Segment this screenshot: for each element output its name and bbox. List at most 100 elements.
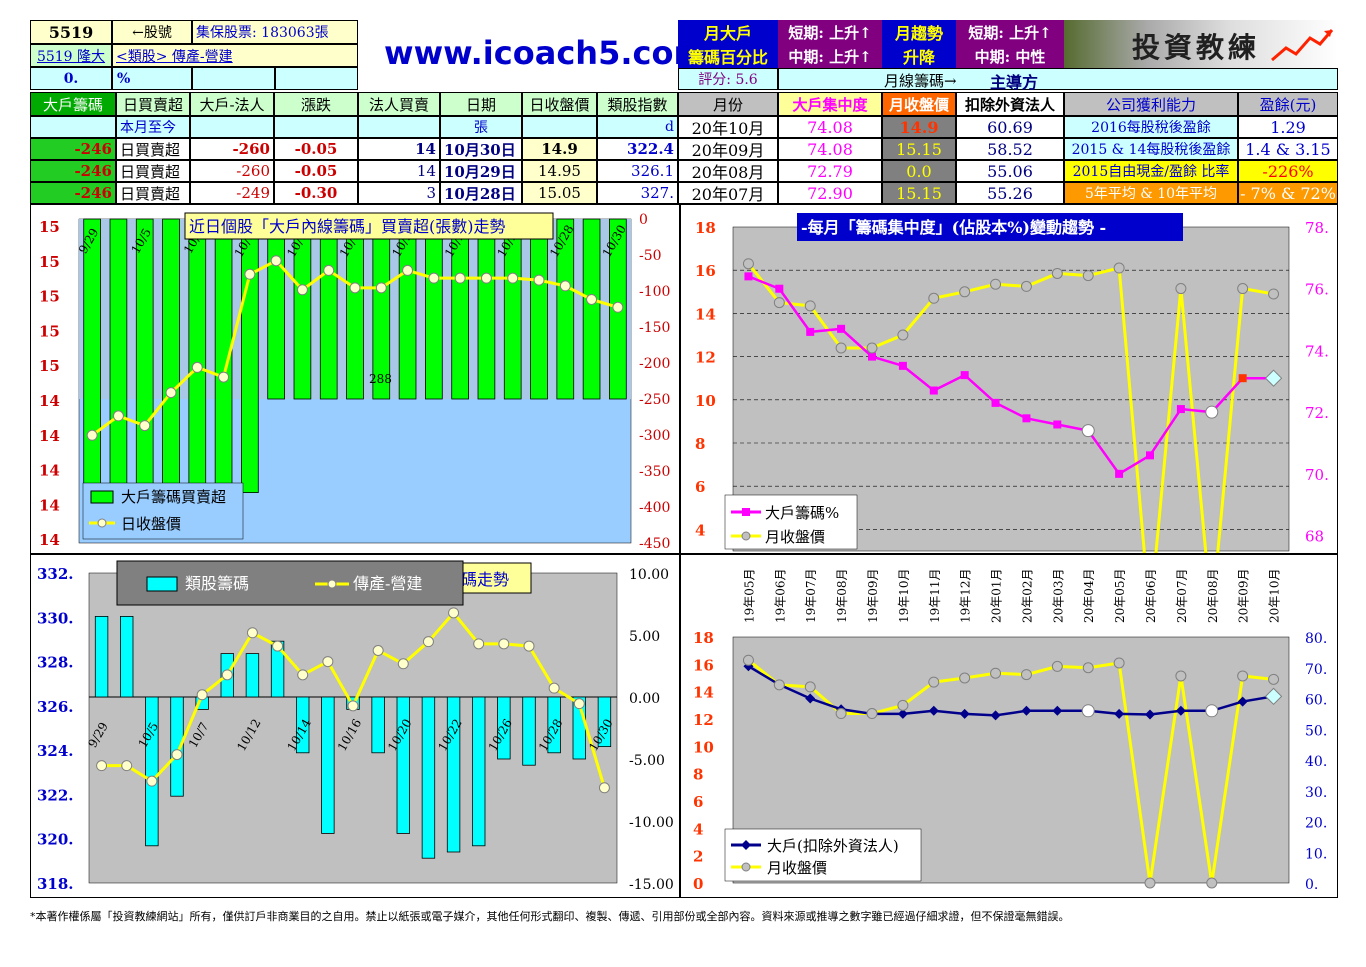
chart3-bar <box>145 696 159 847</box>
chart2-left-tick: 12 <box>695 349 716 367</box>
chart4-left-tick: 16 <box>693 656 714 674</box>
chart2-left-tick: 8 <box>695 435 705 453</box>
chart1-right-tick: -450 <box>639 536 670 552</box>
chart3-right-tick: 0.00 <box>629 691 660 707</box>
chart1-price-point <box>323 264 335 276</box>
chart2-panel: 18 16 14 12 10 8 6 4 78. 76. 74. 72. 70. 68 -每月「籌碼集中度」… <box>680 204 1338 554</box>
chart4-price-point <box>1113 657 1125 669</box>
chart4-month-label: 19年05月 <box>742 568 756 623</box>
chart2-legend-b-label: 月收盤價 <box>765 528 825 546</box>
stock-code-label: ←股號 <box>112 20 192 44</box>
left-row-1-cell-7: 326.1 <box>597 160 678 182</box>
left-header-6: 日收盤價 <box>522 92 597 116</box>
month-big-holder: 月大戶 <box>678 20 778 44</box>
chart2-price-point <box>1082 270 1094 282</box>
chart4-right-tick: 40. <box>1305 754 1327 770</box>
chart4-highlight-point <box>1081 704 1095 718</box>
left-header-2: 大戶-法人 <box>190 92 274 116</box>
chart1-price-point <box>244 268 256 280</box>
chart2-price-point <box>866 342 878 354</box>
right-row-1-cell-4: 2015 & 14每股稅後盈餘 <box>1064 138 1238 160</box>
chart2-price-point <box>742 258 754 270</box>
chart4-left-tick: 14 <box>693 684 714 702</box>
chart2-holder-point <box>775 284 784 293</box>
right-row-1-cell-0: 20年09月 <box>678 138 778 160</box>
chart4-holder-point <box>990 710 1001 721</box>
chart1-legend-line-point <box>97 518 107 528</box>
chart4-month-label: 20年09月 <box>1237 568 1251 623</box>
chart4-month-label: 20年08月 <box>1206 568 1220 623</box>
left-row-0-cell-4: 14 <box>358 138 440 160</box>
chart1-bar <box>241 218 259 494</box>
chart4-price-point <box>742 654 754 666</box>
chart1-right-tick: -150 <box>639 320 670 336</box>
chart1-price-point <box>402 264 414 276</box>
chart4-legend-box <box>724 828 922 882</box>
left-row-1-cell-1: 日買賣超 <box>116 160 190 182</box>
sector-label[interactable]: <類股> 傳產-營建 <box>112 44 358 67</box>
chart1-title: 近日個股「大戶內線籌碼」買賣超(張數)走勢 <box>189 217 506 236</box>
chip-pct-label: 籌碼百分比 <box>678 44 778 68</box>
chart4-holder-point <box>1114 708 1125 719</box>
chart3-index-point <box>297 669 309 681</box>
chart2-left-tick: 10 <box>695 392 716 410</box>
chart1-right-tick: -100 <box>639 284 670 300</box>
chart4-last-point <box>1264 687 1283 706</box>
chart2-holder-point <box>1176 405 1185 414</box>
right-row-3-cell-4: 5年平均 & 10年平均 <box>1064 182 1238 204</box>
chart2-price-point <box>990 278 1002 290</box>
chart1-bar <box>188 218 207 494</box>
chart1-price-point <box>375 282 387 294</box>
chart3-bar <box>94 616 109 698</box>
chart4-left-tick: 10 <box>693 738 714 756</box>
chart4-right-tick: 80. <box>1305 631 1327 647</box>
chart4-month-label: 19年09月 <box>866 568 880 623</box>
chart2-holder-point <box>1238 374 1247 383</box>
stock-name[interactable]: 5519 隆大 <box>30 44 112 67</box>
chart2-right-tick: 72. <box>1305 404 1329 422</box>
chart4-month-label: 20年03月 <box>1051 568 1065 623</box>
left-subheader-5: 張 <box>440 116 522 138</box>
chart3-bar <box>396 696 410 834</box>
chart2-right-tick: 78. <box>1305 219 1329 237</box>
chart3-title: 碼走勢 <box>461 570 509 589</box>
chart3-legend-bar-label: 類股籌碼 <box>185 574 249 593</box>
chart1-title-box <box>184 212 554 240</box>
chart2-price-point <box>1175 283 1187 295</box>
left-row-2-cell-3: -0.30 <box>274 182 358 204</box>
chart3-title-box <box>454 562 532 594</box>
chart4-price-point <box>1237 670 1249 682</box>
chart1-left-tick: 15 <box>39 253 60 271</box>
left-row-2-cell-0: -246 <box>30 182 116 204</box>
chart1-right-tick: -300 <box>639 428 670 444</box>
chart1-bar <box>162 218 180 494</box>
left-row-0-cell-1: 日買賣超 <box>116 138 190 160</box>
right-header-0: 月份 <box>678 92 778 116</box>
chart1-annotation: 288 <box>369 372 392 386</box>
chart3-legend-line-label: 傳產-營建 <box>353 574 422 593</box>
chart1-price-point <box>428 272 440 284</box>
chart1-right-tick: -200 <box>639 356 670 372</box>
chart3-bar <box>472 696 486 847</box>
chart4-price-point <box>1082 662 1094 674</box>
chart3-svg: 332. 330. 328. 326. 324. 322. 320. 318. 10.00 5.0… <box>37 560 674 893</box>
right-row-2-cell-2: 0.0 <box>882 160 956 182</box>
score: 評分: 5.6 <box>678 68 778 90</box>
left-row-2-cell-4: 3 <box>358 182 440 204</box>
chart2-holder-point <box>1022 414 1031 423</box>
chart4-holder-point <box>959 708 970 719</box>
site-url[interactable]: www.icoach5.com <box>384 34 707 72</box>
zero-value: 0. <box>30 67 112 90</box>
chart3-left-tick: 328. <box>37 654 74 672</box>
trend-arrow-icon <box>1271 29 1334 62</box>
chart3-index-point <box>246 627 258 639</box>
chart2-legend-a-point <box>742 508 750 516</box>
chart4-holder-point <box>1237 696 1248 707</box>
chart3-bar <box>497 696 511 760</box>
chart2-title-box <box>797 213 1183 241</box>
chart4-holder-point <box>1145 709 1155 720</box>
left-row-0-cell-6: 14.9 <box>522 138 597 160</box>
left-subheader-3 <box>274 116 358 138</box>
chart1-price-point <box>112 410 124 422</box>
right-row-3-cell-2: 15.15 <box>882 182 956 204</box>
